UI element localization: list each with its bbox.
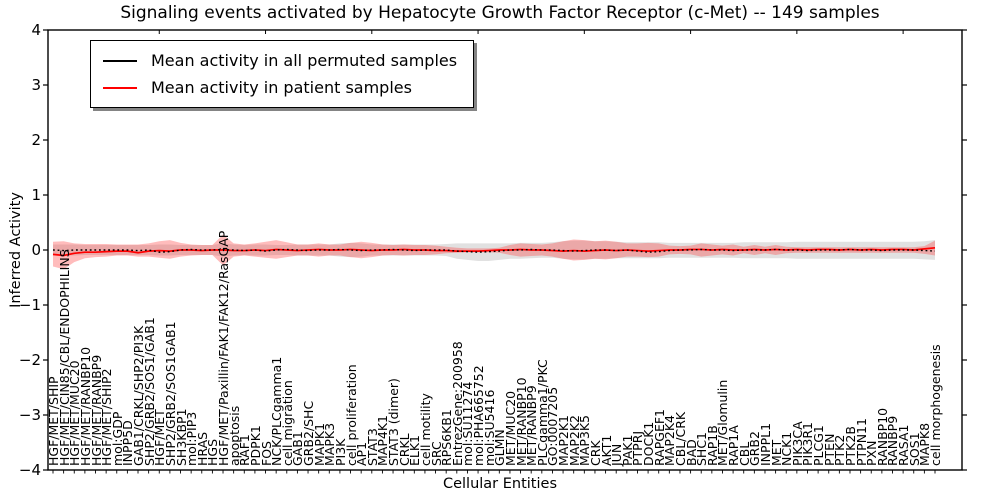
chart-title: Signaling events activated by Hepatocyte… bbox=[120, 3, 880, 23]
y-tick-label: 3 bbox=[31, 76, 41, 94]
series-line-permuted bbox=[52, 248, 936, 253]
y-tick-label: −3 bbox=[18, 406, 41, 424]
legend-patient-line-icon bbox=[103, 86, 137, 89]
y-tick-label: 4 bbox=[31, 21, 41, 39]
y-tick-label: 2 bbox=[31, 131, 41, 149]
x-axis-label: Cellular Entities bbox=[442, 476, 558, 492]
legend-item: Mean activity in all permuted samples bbox=[103, 47, 457, 74]
legend-label: Mean activity in all permuted samples bbox=[151, 51, 458, 70]
y-tick-label: 1 bbox=[31, 186, 41, 204]
legend-permuted-line-icon bbox=[103, 59, 137, 62]
y-tick-label: −1 bbox=[18, 296, 41, 314]
legend-label: Mean activity in patient samples bbox=[151, 78, 412, 97]
y-tick-label: −4 bbox=[18, 461, 41, 479]
legend-item: Mean activity in patient samples bbox=[103, 74, 457, 101]
y-tick-label: 0 bbox=[31, 241, 41, 259]
legend: Mean activity in all permuted samples Mea… bbox=[90, 40, 475, 108]
y-tick-label: −2 bbox=[18, 351, 41, 369]
x-tick-label: cell morphogenesis bbox=[928, 344, 943, 466]
